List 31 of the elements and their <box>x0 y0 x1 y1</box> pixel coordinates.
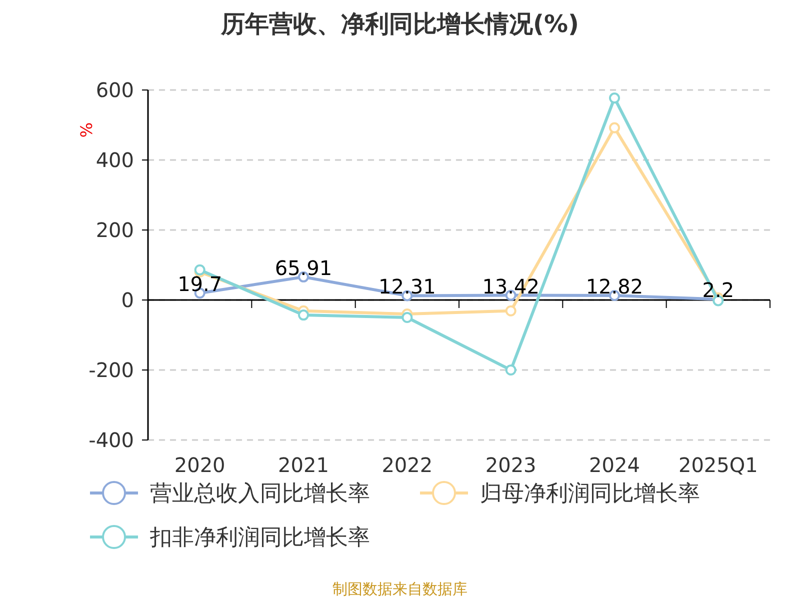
data-label: 13.42 <box>482 274 540 298</box>
point <box>609 92 620 104</box>
point <box>194 264 206 276</box>
x-tick-label: 2020 <box>174 453 226 477</box>
chart-title: 历年营收、净利同比增长情况(%) <box>220 10 579 38</box>
x-tick-label: 2022 <box>382 453 433 477</box>
point <box>609 122 620 134</box>
point <box>505 305 516 316</box>
x-tick-label: 2025Q1 <box>678 453 758 477</box>
y-tick-label: 0 <box>121 288 134 312</box>
y-tick-label: 600 <box>96 78 134 102</box>
legend-label: 营业总收入同比增长率 <box>150 482 370 507</box>
point <box>505 364 516 376</box>
data-label: 12.82 <box>586 274 644 299</box>
y-tick-label: -200 <box>88 358 134 382</box>
data-label: 65.91 <box>274 256 332 280</box>
y-tick-label: 200 <box>96 218 134 242</box>
y-tick-label: -400 <box>88 428 134 452</box>
data-label: 2.2 <box>702 278 734 302</box>
x-tick-label: 2021 <box>278 453 329 477</box>
legend-label: 归母净利润同比增长率 <box>480 482 700 507</box>
data-label: 19.7 <box>178 272 222 296</box>
legend-label: 扣非净利润同比增长率 <box>149 526 370 551</box>
y-tick-label: 400 <box>96 148 134 172</box>
x-tick-label: 2024 <box>589 453 640 477</box>
x-tick-label: 2023 <box>485 453 536 477</box>
point <box>298 310 309 321</box>
point <box>402 312 413 323</box>
text: 制图数据来自数据库 <box>332 580 468 598</box>
y-axis-title: % <box>77 122 96 138</box>
data-label: 12.31 <box>378 274 436 299</box>
